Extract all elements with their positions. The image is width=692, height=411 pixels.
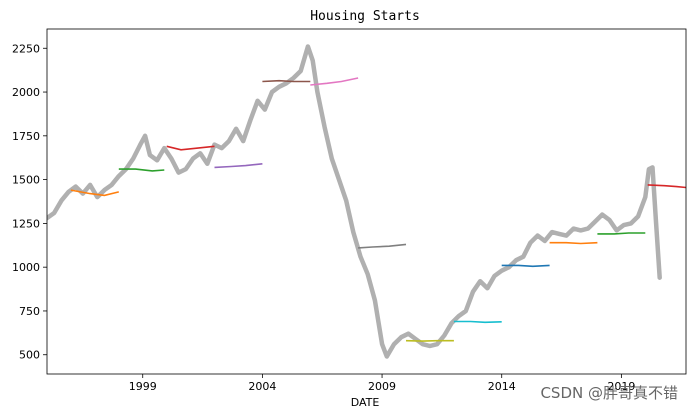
x-axis-label: DATE — [351, 396, 380, 409]
y-tick-label: 750 — [19, 305, 40, 318]
forecast-series-line-6 — [310, 77, 359, 86]
forecast-series-line-2 — [118, 168, 165, 172]
forecast-series-line-12 — [597, 232, 646, 235]
y-tick-label: 2000 — [12, 86, 40, 99]
forecast-series-line-3 — [166, 145, 215, 151]
x-tick-label: 2014 — [488, 380, 516, 393]
watermark-text: CSDN @胖哥真不错 — [540, 384, 678, 402]
forecast-series-line-9 — [453, 320, 502, 324]
chart-title: Housing Starts — [310, 9, 420, 24]
actual-series-line — [47, 44, 662, 359]
x-tick-label: 1999 — [129, 380, 157, 393]
y-tick-label: 1000 — [12, 261, 40, 274]
x-tick-label: 2019 — [607, 380, 635, 393]
forecast-series-line-1 — [70, 189, 119, 197]
y-tick-label: 1750 — [12, 130, 40, 143]
forecast-series-line-13 — [647, 184, 686, 189]
forecast-series-line-4 — [214, 163, 263, 169]
forecast-series-line-10 — [501, 264, 550, 268]
x-tick-label: 2009 — [368, 380, 396, 393]
forecast-series-line-7 — [358, 243, 407, 249]
forecast-series-line-5 — [262, 79, 311, 83]
y-tick-label: 1500 — [12, 174, 40, 187]
forecast-series-line-11 — [549, 241, 598, 245]
y-tick-label: 500 — [19, 349, 40, 362]
x-tick-label: 2004 — [248, 380, 276, 393]
axes: 500 750 1000 1250 1500 1750 2000 2250 1999 2004 20… — [12, 28, 687, 393]
y-tick-label: 1250 — [12, 217, 40, 230]
plot-frame — [46, 28, 687, 375]
y-tick-label: 2250 — [12, 42, 40, 55]
plot-area — [47, 44, 686, 359]
